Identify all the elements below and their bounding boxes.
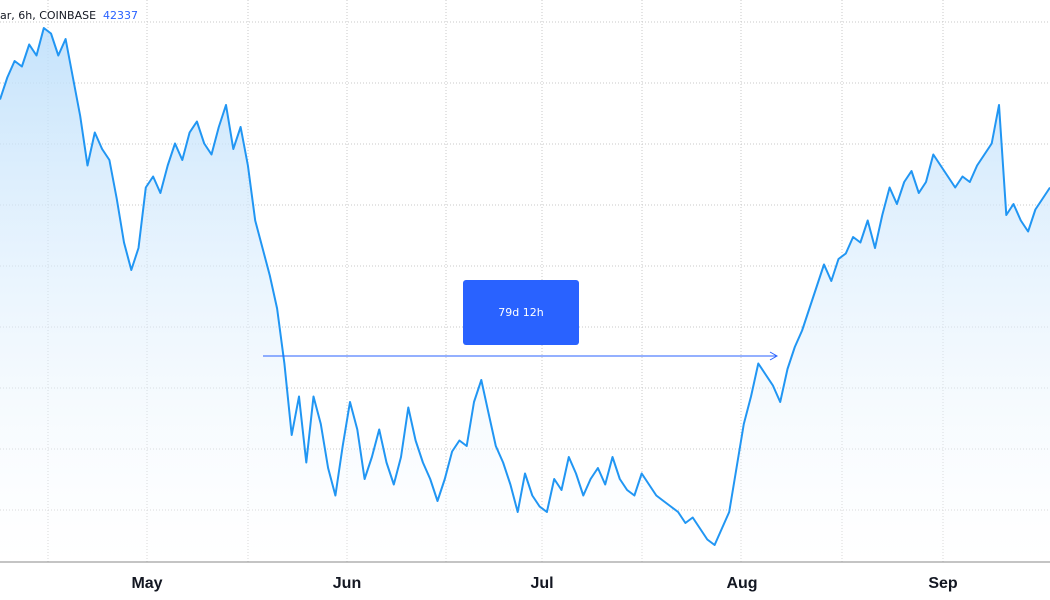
last-price: 42337 [103, 9, 139, 22]
date-range-measure[interactable] [263, 351, 779, 361]
symbol-text: ar, 6h, COINBASE [0, 9, 97, 22]
x-tick-label: Aug [726, 575, 757, 592]
x-tick-label: Sep [928, 575, 958, 592]
time-axis: May Jun Jul Aug Sep [131, 575, 957, 592]
x-tick-label: Jun [333, 575, 361, 592]
measure-label-text: 79d 12h [498, 306, 544, 319]
measure-label[interactable]: 79d 12h [463, 280, 579, 345]
price-area-fill [0, 28, 1050, 562]
x-tick-label: Jul [530, 575, 553, 592]
chart-header: ar, 6h, COINBASE 42337 [0, 9, 138, 22]
x-tick-label: May [131, 575, 162, 592]
measure-arrowhead [769, 351, 779, 361]
price-line [0, 27, 1050, 546]
